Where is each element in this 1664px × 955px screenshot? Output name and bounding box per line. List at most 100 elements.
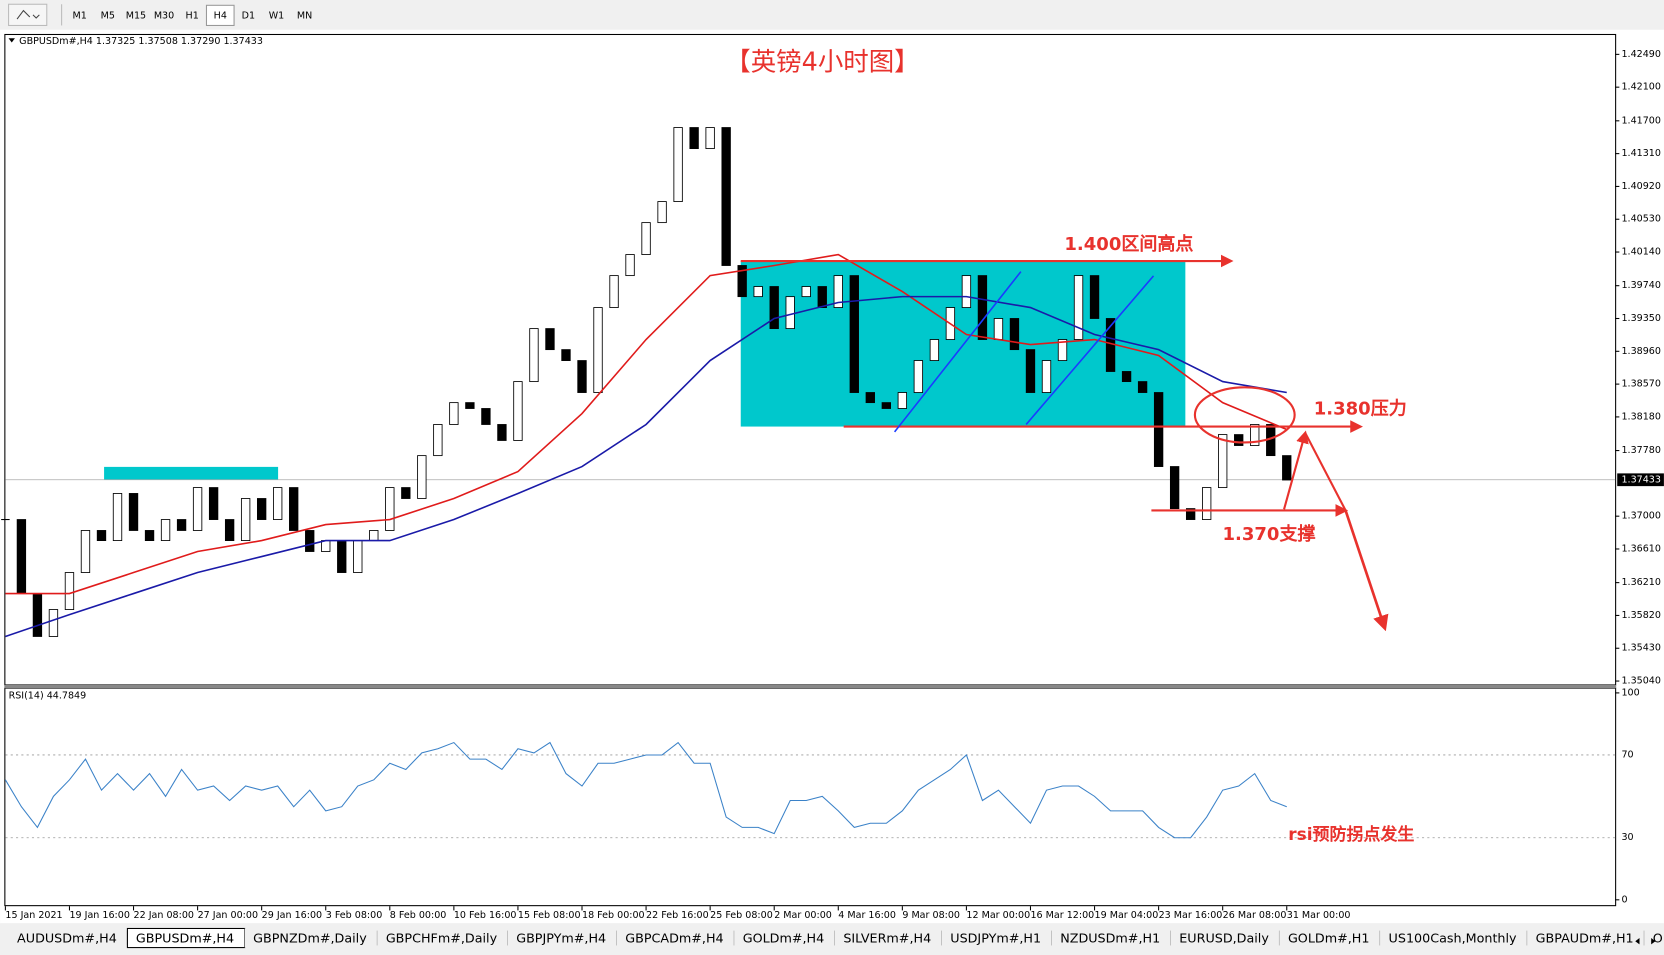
candle-up <box>1073 275 1084 340</box>
candle-up <box>112 493 123 541</box>
annotation: 1.400区间高点 <box>1064 233 1193 255</box>
timeframe-button[interactable]: M5 <box>101 10 115 21</box>
candle-up <box>929 339 940 361</box>
tab[interactable] <box>377 928 508 948</box>
tab[interactable] <box>1279 928 1381 948</box>
projection-line <box>1304 432 1347 511</box>
tab-label[interactable]: GBPAUDm#,H1 <box>1536 932 1634 947</box>
candle-up <box>273 487 283 520</box>
candle-up <box>321 540 331 552</box>
rsi-tick-label: 30 <box>1621 832 1633 843</box>
candle-up <box>753 286 763 298</box>
candle-up <box>1250 424 1260 446</box>
tab-label[interactable]: OIL-MAY21,I <box>1653 932 1664 947</box>
current-price-box <box>1617 473 1664 487</box>
candle-down <box>32 593 43 637</box>
consolidation-zone <box>104 466 279 480</box>
tab-label[interactable]: GBPCADm#,H4 <box>625 932 723 947</box>
candle-down <box>689 127 699 150</box>
pressure-circle <box>1193 386 1296 444</box>
candle-up <box>641 222 651 255</box>
tab[interactable] <box>244 928 378 948</box>
candle-down <box>16 519 27 594</box>
timeframe-button[interactable]: M15 <box>126 10 146 21</box>
candle-up <box>913 360 924 393</box>
panel-splitter[interactable] <box>4 684 1617 689</box>
down-arrow <box>1344 509 1389 632</box>
x-tick-label: 23 Mar 16:00 <box>1159 910 1223 921</box>
candle-down <box>208 487 219 520</box>
candle-down <box>1121 371 1132 383</box>
tab[interactable] <box>941 928 1052 948</box>
moving-average <box>5 295 1287 638</box>
x-tick-label: 3 Feb 08:00 <box>326 910 383 921</box>
candle-down <box>305 530 315 552</box>
timeframe-button[interactable]: D1 <box>242 10 255 21</box>
candle-up <box>417 455 427 499</box>
tab-label[interactable]: GBPCHFm#,Daily <box>386 932 498 947</box>
tab[interactable] <box>834 928 942 948</box>
candle-down <box>977 275 988 340</box>
y-tick-label: 1.36610 <box>1621 543 1660 554</box>
y-tick-label: 1.38570 <box>1621 379 1660 390</box>
tab[interactable] <box>734 928 835 948</box>
y-tick-label: 1.42490 <box>1621 49 1660 60</box>
candle-down <box>1009 318 1020 351</box>
candle-up <box>993 318 1004 340</box>
x-tick-label: 9 Mar 08:00 <box>902 910 960 921</box>
candle-down <box>1234 434 1244 446</box>
candle-up <box>673 127 683 202</box>
tab-label[interactable]: EURUSD,Daily <box>1179 932 1269 947</box>
tab[interactable] <box>1051 928 1171 948</box>
candle-down <box>769 286 779 330</box>
tab-label[interactable]: GBPNZDm#,Daily <box>253 932 367 947</box>
tab[interactable] <box>8 928 128 948</box>
tab[interactable] <box>616 928 735 948</box>
x-tick-label: 10 Feb 16:00 <box>454 910 517 921</box>
tab-label[interactable]: GOLDm#,H1 <box>1288 932 1370 947</box>
candle-up <box>1057 339 1068 361</box>
tab-scroll[interactable] <box>1635 938 1656 945</box>
x-tick-label: 4 Mar 16:00 <box>838 910 896 921</box>
candle-down <box>465 402 475 409</box>
timeframe-button[interactable]: H4 <box>214 10 227 21</box>
candle-down <box>561 349 571 361</box>
x-tick-label: 22 Feb 16:00 <box>646 910 709 921</box>
candle-down <box>1282 455 1292 481</box>
tab-label[interactable]: USDJPYm#,H1 <box>950 932 1041 947</box>
up-arrow <box>1283 430 1309 510</box>
tab-label[interactable]: US100Cash,Monthly <box>1389 932 1517 947</box>
timeframe-button[interactable]: H1 <box>186 10 199 21</box>
tab-label[interactable]: GOLDm#,H4 <box>743 932 825 947</box>
candle-down <box>1025 349 1036 393</box>
y-tick-label: 1.37000 <box>1621 511 1660 522</box>
chart-title: 【英镑4小时图】 <box>725 48 919 78</box>
tab[interactable] <box>507 928 617 948</box>
tab-label[interactable]: GBPJPYm#,H4 <box>516 932 606 947</box>
candle-up <box>705 127 715 150</box>
tab-label[interactable]: SILVERm#,H4 <box>843 932 931 947</box>
tab[interactable] <box>1527 928 1645 948</box>
timeframe-button[interactable]: M1 <box>73 10 87 21</box>
collapse-icon[interactable] <box>8 38 15 43</box>
candle-down <box>1153 392 1164 467</box>
candle-up <box>801 286 811 298</box>
tab-label[interactable]: NZDUSDm#,H1 <box>1060 932 1160 947</box>
tab-label[interactable]: GBPUSDm#,H4 <box>136 932 234 947</box>
y-tick-label: 1.35430 <box>1621 643 1660 654</box>
tab-label[interactable]: AUDUSDm#,H4 <box>17 932 117 947</box>
timeframe-button[interactable]: M30 <box>154 10 174 21</box>
candle-up <box>529 328 539 383</box>
tab[interactable] <box>1644 928 1664 948</box>
toolbar-bg <box>0 0 1664 30</box>
timeframe-active[interactable] <box>205 4 235 26</box>
timeframe-button[interactable]: MN <box>297 10 312 21</box>
moving-average <box>5 253 1288 595</box>
tab[interactable] <box>1170 928 1280 948</box>
candle-down <box>289 487 299 531</box>
tab[interactable] <box>1380 928 1528 948</box>
candle-up <box>64 572 75 610</box>
candle-up <box>657 201 667 224</box>
timeframe-button[interactable]: W1 <box>269 10 285 21</box>
